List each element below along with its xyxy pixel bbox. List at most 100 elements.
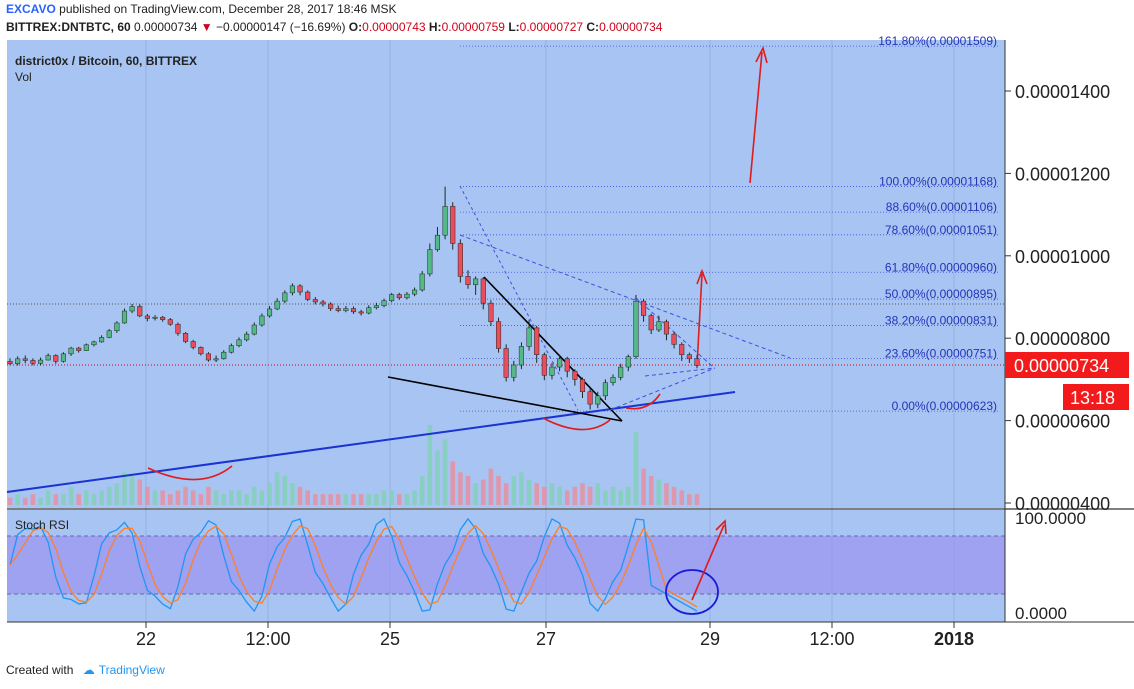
candle-body [495,321,502,349]
candle-body [15,358,21,364]
volume-bar [603,490,608,505]
volume-bar [427,425,433,505]
volume-bar [175,490,181,505]
target-arrow-head [755,45,768,64]
candle-body [488,302,494,322]
candle-body [579,379,586,393]
volume-bar [633,432,639,505]
candle-body [511,364,517,378]
volume-bar [145,486,150,505]
volume-bar [229,490,234,505]
candle-body [381,300,387,306]
price-change: −0.00000147 (−16.69%) [216,20,346,34]
vertical-gridlines [145,40,955,622]
price-badge: 0.00000734 [1014,356,1109,376]
volume-bar [122,472,127,505]
stoch-d-line [9,524,698,608]
bottom-curve-3 [625,393,661,410]
volume-bar [542,486,547,505]
low-value: 0.00000727 [519,20,584,34]
volume-bar [53,494,59,505]
candle-body [564,358,570,372]
candle-body [274,300,280,310]
candle-body [412,289,418,295]
volume-bar [595,483,601,505]
fib-level-label: 38.20%(0.00000831) [885,313,997,327]
volume-bar [129,475,135,505]
volume-bar [99,490,104,505]
tradingview-cloud-icon: ☁ [82,663,95,677]
last-price: 0.00000734 [134,20,198,34]
candle-body [671,333,677,345]
candle-body [45,355,51,361]
volume-bar [587,486,593,505]
volume-bar [313,494,318,505]
time-tick-label: 12:00 [245,629,290,649]
volume-bar [137,479,143,505]
fib-level-label: 0.00%(0.00000623) [892,399,997,413]
high-label: H: [428,20,442,34]
volume-bar [549,483,555,505]
fib-level-label: 23.60%(0.00000751) [885,346,997,360]
published-text: published on TradingView.com, December 2… [59,2,397,16]
volume-bar [404,494,410,505]
oversold-circle [665,569,719,615]
volume-bar [335,494,341,505]
candle-body [434,234,441,250]
volume-bar [366,494,372,505]
bottom-curve-1 [147,465,233,481]
candle-body [76,347,82,351]
volume-bar [465,475,471,505]
candle-body [641,300,647,316]
volume-bar [15,494,20,505]
candle-body [396,294,402,299]
volume-bar [236,490,242,505]
candle-body [83,344,89,351]
candle-body [587,391,593,405]
stoch-arrow-head [715,519,727,535]
volume-bar [450,461,456,505]
volume-bar [351,494,356,505]
volume-bar [343,494,349,505]
volume-bar [397,494,402,505]
timer-badge-bg [1063,384,1129,410]
candle-body [595,395,601,405]
time-tick-label: 25 [380,629,400,649]
volume-bar [419,475,425,505]
candle-body [343,308,349,311]
volume-bar [22,497,28,505]
candle-body [236,339,242,346]
volume-bar [526,479,532,505]
fib-level-label: 88.60%(0.00001106) [886,200,997,214]
candle-body [442,206,448,236]
volume-bar [290,483,295,505]
low-label: L: [508,20,520,34]
candle-body [602,382,608,397]
volume-bar [580,483,585,505]
volume-bar [84,490,89,505]
volume-bar [557,486,562,505]
candle-body [465,276,471,285]
candle-body [648,315,654,331]
candle-body [251,324,257,335]
author-name[interactable]: EXCAVO [6,2,56,16]
price-tick-label: 0.00000600 [1015,412,1110,432]
publish-line: EXCAVO published on TradingView.com, Dec… [6,2,396,16]
main-pane-bg [7,40,1005,508]
candle-body [557,358,563,368]
candle-body [152,316,158,319]
candle-body [68,347,74,355]
breakout-arrow-head [696,268,708,285]
tradingview-link[interactable]: TradingView [98,663,165,677]
symbol-line: BITTREX:DNTBTC, 60 0.00000734 ▼ −0.00000… [6,20,662,34]
candle-body [572,370,578,380]
price-tick-label: 0.00000400 [1015,494,1110,514]
candle-body [526,327,532,347]
price-badge-bg [1005,352,1129,378]
volume-bar [679,490,685,505]
candle-body [22,358,28,361]
triangle-lower-dashed [609,367,716,411]
volume-bar [198,494,204,505]
candle-body [610,377,616,383]
